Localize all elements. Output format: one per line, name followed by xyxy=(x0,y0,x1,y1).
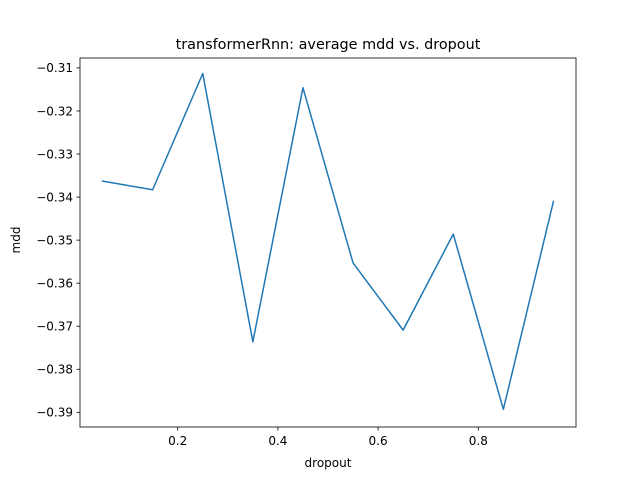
data-point xyxy=(553,201,555,203)
plot-area xyxy=(79,57,577,428)
y-axis-label: mdd xyxy=(9,227,23,254)
data-point xyxy=(152,189,154,191)
data-point xyxy=(503,409,505,411)
y-axis-ticks: −0.39 −0.38 −0.37 −0.36 −0.35 −0.34 −0.33 −0.32… xyxy=(36,61,80,420)
data-point xyxy=(452,233,454,235)
y-tick-label: −0.36 xyxy=(36,276,73,290)
data-point xyxy=(252,341,254,343)
y-tick-label: −0.32 xyxy=(36,104,73,118)
x-axis-ticks: 0.2 0.4 0.6 0.8 xyxy=(168,427,488,448)
x-tick-label: 0.4 xyxy=(268,434,287,448)
y-tick-label: −0.35 xyxy=(36,233,73,247)
y-tick-label: −0.37 xyxy=(36,320,73,334)
data-point xyxy=(302,87,304,89)
x-axis-label: dropout xyxy=(305,456,352,470)
x-tick-label: 0.2 xyxy=(168,434,187,448)
y-tick-label: −0.34 xyxy=(36,190,73,204)
x-tick-label: 0.6 xyxy=(369,434,388,448)
y-tick-label: −0.38 xyxy=(36,363,73,377)
data-point xyxy=(402,329,404,331)
series-line-0 xyxy=(101,72,555,411)
data-point xyxy=(202,73,204,75)
y-tick-label: −0.39 xyxy=(36,406,73,420)
y-tick-label: −0.31 xyxy=(36,61,73,75)
data-point xyxy=(352,262,354,264)
data-point xyxy=(102,180,104,182)
y-tick-label: −0.33 xyxy=(36,147,73,161)
chart-title: transformerRnn: average mdd vs. dropout xyxy=(176,37,481,53)
x-tick-label: 0.8 xyxy=(469,434,488,448)
axes-frame xyxy=(79,57,577,428)
